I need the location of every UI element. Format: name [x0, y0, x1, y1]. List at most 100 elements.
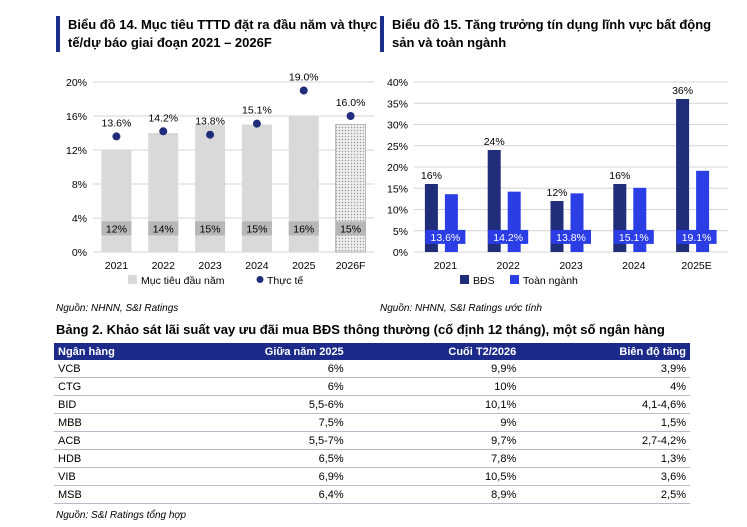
- left-chart-title: Biểu đồ 14. Mục tiêu TTTD đặt ra đầu năm…: [56, 16, 384, 52]
- cell-bank: CTG: [54, 377, 150, 396]
- x-tick-label: 2026F: [336, 260, 366, 272]
- cell-end-feb-2026: 10,5%: [347, 467, 521, 486]
- right-chart-source: Nguồn: NHNN, S&I Ratings ước tính: [380, 303, 542, 314]
- y-tick-label: 0%: [393, 247, 408, 259]
- total-label-box: [488, 229, 529, 244]
- total-data-label: 13.8%: [556, 232, 586, 244]
- y-tick-label: 8%: [72, 179, 87, 191]
- y-tick-label: 5%: [393, 226, 408, 238]
- table-row: MBB 7,5% 9% 1,5%: [54, 413, 690, 432]
- cell-end-feb-2026: 7,8%: [347, 449, 521, 468]
- legend-label-total: Toàn ngành: [523, 275, 578, 287]
- legend-label-actual: Thực tế: [267, 275, 303, 287]
- header-mid-2025: Giữa năm 2025: [150, 343, 348, 360]
- table-header-row: Ngân hàng Giữa năm 2025 Cuối T2/2026 Biê…: [54, 343, 690, 360]
- real-estate-data-label: 16%: [421, 170, 442, 182]
- total-data-label: 15.1%: [619, 232, 649, 244]
- table-row: MSB 6,4% 8,9% 2,5%: [54, 485, 690, 504]
- cell-mid-2025: 7,5%: [150, 413, 348, 432]
- y-tick-label: 12%: [66, 145, 87, 157]
- target-label-box: [335, 221, 366, 236]
- y-tick-label: 30%: [387, 120, 408, 132]
- actual-data-label: 14.2%: [148, 112, 178, 124]
- total-label-box: [425, 229, 466, 244]
- cell-increase: 1,5%: [520, 413, 690, 432]
- table-row: HDB 6,5% 7,8% 1,3%: [54, 449, 690, 468]
- total-data-label: 14.2%: [493, 232, 523, 244]
- x-tick-label: 2025E: [681, 260, 711, 272]
- x-tick-label: 2021: [105, 260, 129, 272]
- actual-data-label: 13.6%: [102, 117, 132, 129]
- target-label-box: [195, 221, 226, 236]
- target-vs-actual-chart: 0% 4% 8% 12% 16% 20% 12% 13.6% 2021 14% 14.2% 2022 1…: [66, 72, 374, 287]
- actual-point: [159, 127, 168, 136]
- target-data-label: 15%: [246, 223, 267, 235]
- target-data-label: 15%: [200, 223, 221, 235]
- cell-bank: BID: [54, 395, 150, 414]
- cell-increase: 4%: [520, 377, 690, 396]
- x-tick-label: 2023: [198, 260, 222, 272]
- real-estate-bar: [676, 99, 690, 252]
- actual-data-label: 13.8%: [195, 116, 225, 128]
- target-data-label: 14%: [153, 223, 174, 235]
- total-label-box: [676, 229, 717, 244]
- y-tick-label: 16%: [66, 111, 87, 123]
- x-tick-label: 2021: [434, 260, 458, 272]
- cell-bank: ACB: [54, 431, 150, 450]
- interest-rate-table: Ngân hàng Giữa năm 2025 Cuối T2/2026 Biê…: [54, 343, 690, 504]
- legend-label-target: Mục tiêu đầu năm: [141, 275, 225, 287]
- target-label-box: [241, 221, 272, 236]
- cell-mid-2025: 6,4%: [150, 485, 348, 504]
- cell-mid-2025: 6,5%: [150, 449, 348, 468]
- y-tick-label: 15%: [387, 183, 408, 195]
- real-estate-bar: [487, 150, 501, 252]
- target-label-box: [148, 221, 179, 236]
- cell-increase: 4,1-4,6%: [520, 395, 690, 414]
- actual-point: [299, 86, 308, 95]
- x-tick-label: 2025: [292, 260, 316, 272]
- cell-mid-2025: 6%: [150, 360, 348, 378]
- target-label-box: [101, 221, 132, 236]
- y-tick-label: 25%: [387, 141, 408, 153]
- target-data-label: 15%: [340, 223, 361, 235]
- real-estate-bar: [550, 201, 564, 252]
- cell-bank: VCB: [54, 360, 150, 378]
- actual-data-label: 16.0%: [336, 97, 366, 109]
- cell-increase: 2,7-4,2%: [520, 431, 690, 450]
- actual-point: [206, 130, 215, 139]
- total-label-box: [551, 229, 591, 244]
- cell-mid-2025: 6,9%: [150, 467, 348, 486]
- cell-increase: 3,9%: [520, 360, 690, 378]
- total-data-label: 19.1%: [682, 232, 712, 244]
- cell-end-feb-2026: 9,7%: [347, 431, 521, 450]
- header-increase: Biên độ tăng: [520, 343, 690, 360]
- cell-mid-2025: 6%: [150, 377, 348, 396]
- table-source: Nguồn: S&I Ratings tổng hợp: [56, 510, 187, 521]
- real-estate-credit-chart: 0% 5% 10% 15% 20% 25% 30% 35% 40% 16% 13.6% 2021 24%…: [387, 77, 728, 287]
- cell-end-feb-2026: 10,1%: [347, 395, 521, 414]
- actual-point: [252, 119, 261, 128]
- table-title: Bảng 2. Khảo sát lãi suất vay ưu đãi mua…: [56, 322, 665, 337]
- cell-mid-2025: 5,5-6%: [150, 395, 348, 414]
- y-tick-label: 0%: [72, 247, 87, 259]
- actual-data-label: 19.0%: [289, 72, 319, 84]
- legend-label-real-estate: BĐS: [473, 275, 495, 287]
- cell-end-feb-2026: 10%: [347, 377, 521, 396]
- target-data-label: 16%: [293, 223, 314, 235]
- table-row: VCB 6% 9,9% 3,9%: [54, 360, 690, 378]
- target-label-box: [288, 221, 319, 236]
- legend-swatch-real-estate: [460, 275, 469, 284]
- cell-end-feb-2026: 8,9%: [347, 485, 521, 504]
- table-row: ACB 5,5-7% 9,7% 2,7-4,2%: [54, 431, 690, 450]
- y-tick-label: 40%: [387, 77, 408, 89]
- cell-increase: 3,6%: [520, 467, 690, 486]
- real-estate-data-label: 12%: [546, 187, 567, 199]
- cell-increase: 1,3%: [520, 449, 690, 468]
- real-estate-data-label: 36%: [672, 85, 693, 97]
- cell-bank: MSB: [54, 485, 150, 504]
- real-estate-data-label: 16%: [609, 170, 630, 182]
- cell-end-feb-2026: 9%: [347, 413, 521, 432]
- table-row: CTG 6% 10% 4%: [54, 377, 690, 396]
- y-tick-label: 20%: [387, 162, 408, 174]
- cell-increase: 2,5%: [520, 485, 690, 504]
